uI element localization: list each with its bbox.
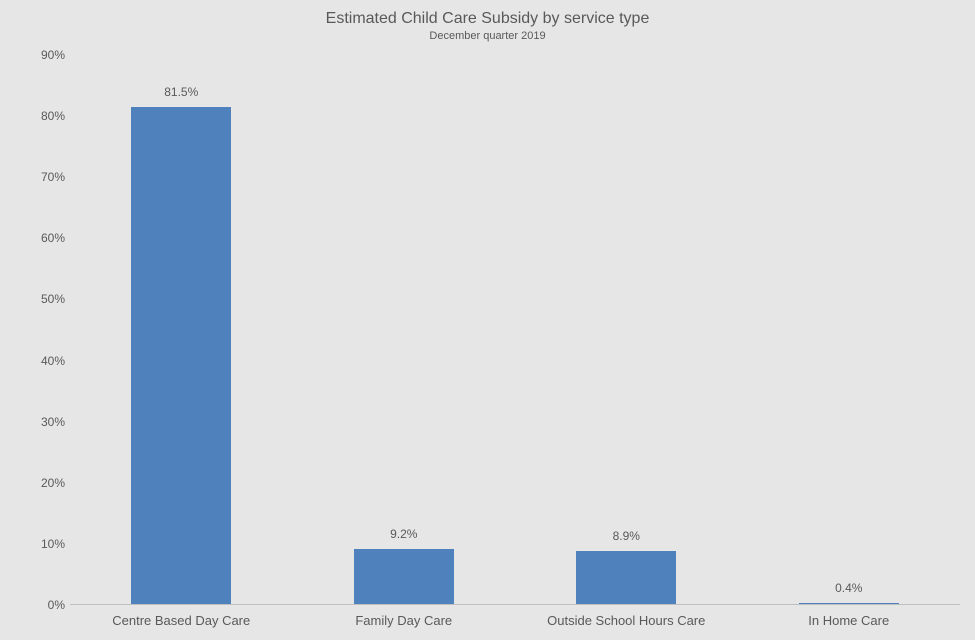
chart-subtitle: December quarter 2019 — [0, 30, 975, 42]
bar-value-label: 0.4% — [835, 581, 862, 595]
bar-value-label: 8.9% — [613, 529, 640, 543]
ytick-label: 60% — [20, 231, 65, 245]
chart-container: Estimated Child Care Subsidy by service … — [0, 0, 975, 640]
x-category-label: In Home Care — [738, 613, 961, 628]
ytick-label: 80% — [20, 109, 65, 123]
chart-title: Estimated Child Care Subsidy by service … — [0, 10, 975, 28]
bar-value-label: 81.5% — [164, 85, 198, 99]
bar-outside-school-hours-care — [576, 551, 676, 605]
ytick-label: 10% — [20, 537, 65, 551]
bar-family-day-care — [354, 549, 454, 605]
ytick-label: 90% — [20, 48, 65, 62]
ytick-label: 40% — [20, 354, 65, 368]
x-axis-line — [70, 604, 960, 605]
x-category-label: Centre Based Day Care — [70, 613, 293, 628]
plot-area: 0% 10% 20% 30% 40% 50% 60% 70% 80% 90% 8… — [70, 55, 960, 605]
ytick-label: 70% — [20, 170, 65, 184]
ytick-label: 20% — [20, 476, 65, 490]
x-category-label: Outside School Hours Care — [515, 613, 738, 628]
ytick-label: 50% — [20, 292, 65, 306]
ytick-label: 30% — [20, 415, 65, 429]
ytick-label: 0% — [20, 598, 65, 612]
bar-value-label: 9.2% — [390, 527, 417, 541]
x-category-label: Family Day Care — [293, 613, 516, 628]
bar-centre-based-day-care — [131, 107, 231, 605]
